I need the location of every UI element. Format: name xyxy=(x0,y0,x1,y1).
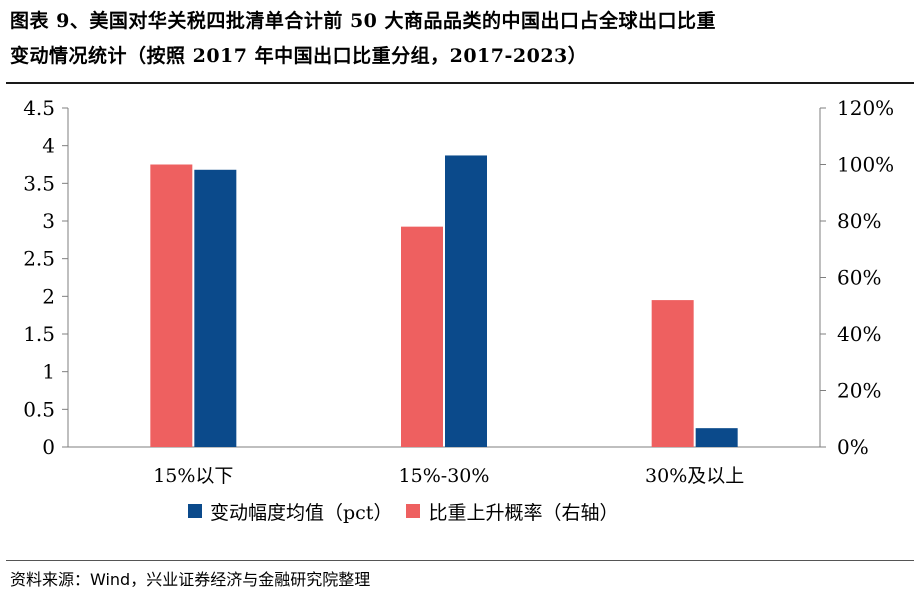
right-tick-label: 120% xyxy=(837,96,894,120)
bar-probability xyxy=(651,300,694,447)
legend-label-change: 变动幅度均值（pct） xyxy=(210,501,393,524)
right-tick-label: 100% xyxy=(837,153,894,177)
left-tick-label: 3.5 xyxy=(23,171,55,195)
title-line-2: 变动情况统计（按照 2017 年中国出口比重分组，2017-2023） xyxy=(10,45,588,67)
left-tick-label: 2.5 xyxy=(23,247,55,271)
left-tick-label: 0.5 xyxy=(23,397,55,421)
legend: 变动幅度均值（pct） 比重上升概率（右轴） xyxy=(188,497,632,525)
category-label: 15%以下 xyxy=(153,465,233,487)
left-tick-label: 4.5 xyxy=(23,96,55,120)
footer-divider xyxy=(6,560,914,561)
bar-change xyxy=(194,169,237,448)
right-tick-label: 20% xyxy=(837,379,881,403)
bar-probability xyxy=(150,164,193,447)
right-tick-label: 40% xyxy=(837,322,881,346)
legend-item-change: 变动幅度均值（pct） xyxy=(188,498,392,525)
title-line-1: 图表 9、美国对华关税四批清单合计前 50 大商品品类的中国出口占全球出口比重 xyxy=(10,10,717,32)
right-tick-label: 60% xyxy=(837,266,881,290)
category-label: 30%及以上 xyxy=(645,465,744,487)
left-tick-label: 1 xyxy=(42,360,55,384)
bar-change xyxy=(695,428,738,447)
right-tick-label: 80% xyxy=(837,209,881,233)
source-note: 资料来源：Wind，兴业证券经济与金融研究院整理 xyxy=(10,570,371,589)
left-tick-label: 3 xyxy=(42,209,55,233)
left-tick-label: 1.5 xyxy=(23,322,55,346)
right-tick-label: 0% xyxy=(837,435,869,459)
left-tick-label: 4 xyxy=(42,134,55,158)
left-tick-label: 0 xyxy=(42,435,55,459)
legend-swatch-red xyxy=(406,504,421,518)
legend-item-probability: 比重上升概率（右轴） xyxy=(406,498,618,525)
chart-title: 图表 9、美国对华关税四批清单合计前 50 大商品品类的中国出口占全球出口比重 … xyxy=(10,4,910,74)
legend-label-probability: 比重上升概率（右轴） xyxy=(428,501,619,524)
left-tick-label: 2 xyxy=(42,284,55,308)
category-label: 15%-30% xyxy=(399,465,490,487)
legend-swatch-blue xyxy=(188,504,202,518)
bar-change xyxy=(445,155,487,447)
bar-probability xyxy=(401,226,443,447)
title-divider xyxy=(6,82,914,84)
